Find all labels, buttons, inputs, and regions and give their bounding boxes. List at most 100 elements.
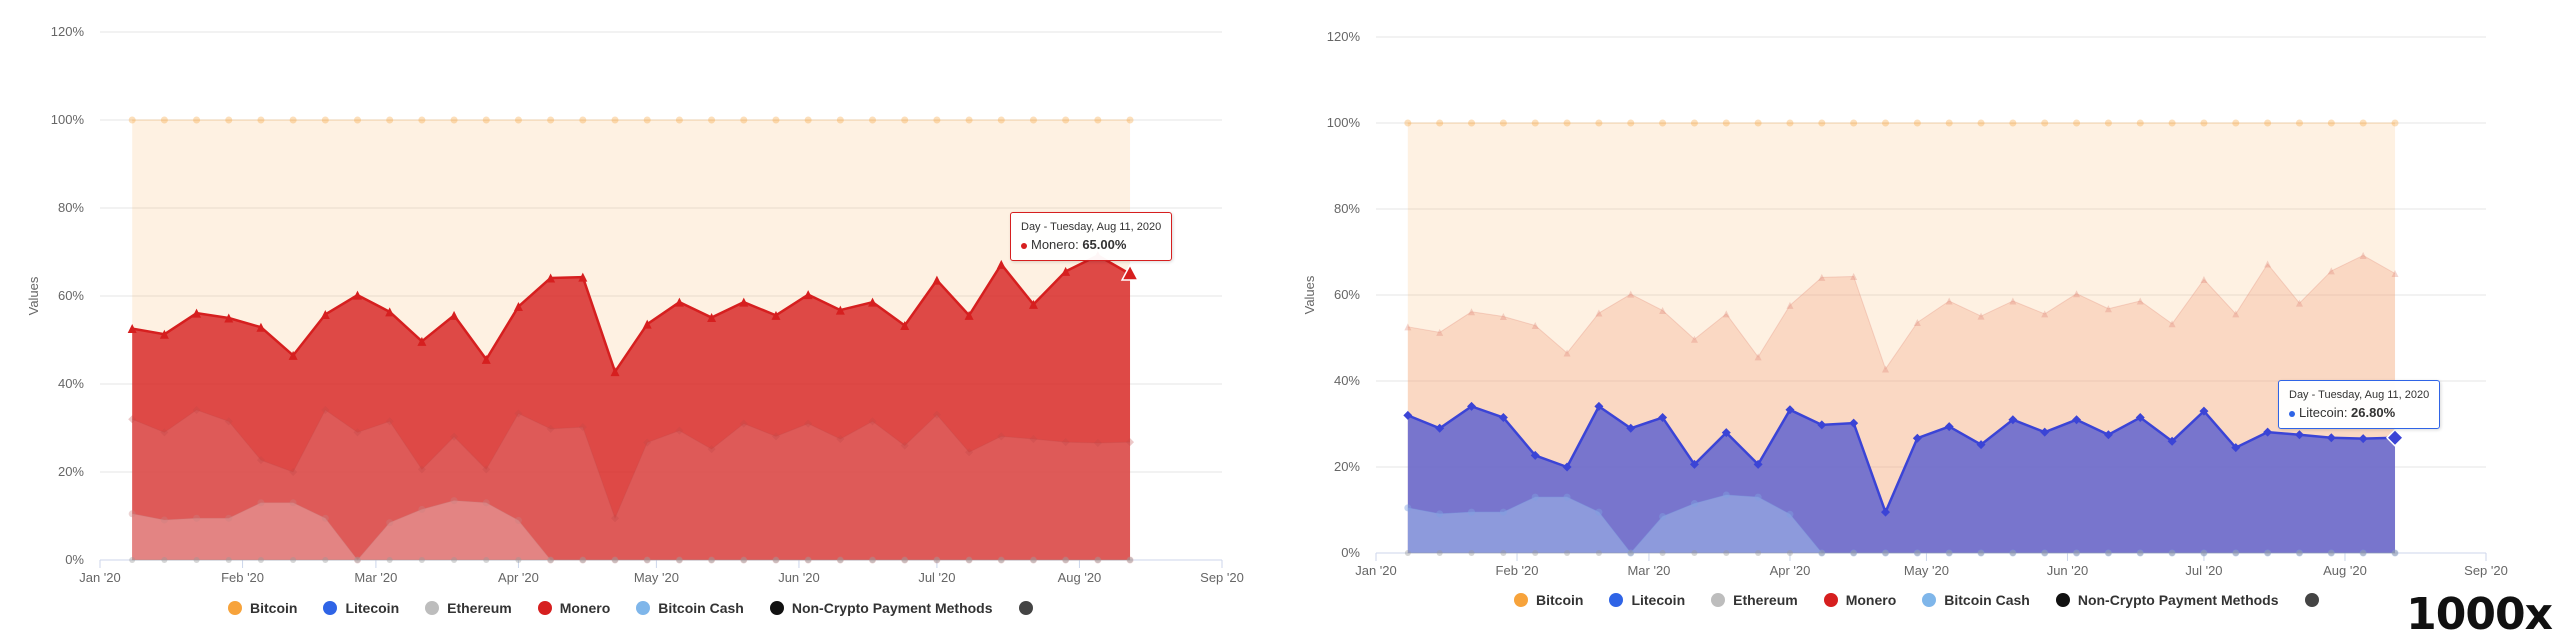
- legend-item-non-crypto[interactable]: Non-Crypto Payment Methods: [2055, 592, 2279, 608]
- data-point: [675, 116, 683, 124]
- legend-item-other[interactable]: [1018, 601, 1033, 615]
- data-point: [578, 272, 588, 282]
- data-point: [1627, 550, 1634, 556]
- data-point: [805, 557, 812, 563]
- series-bitcoin-cash: [128, 497, 1134, 564]
- data-point: [2104, 305, 2112, 313]
- data-point: [417, 336, 427, 346]
- data-point: [1126, 116, 1134, 124]
- data-point: [900, 320, 910, 330]
- data-point: [224, 417, 233, 426]
- y-tick-label: 40%: [58, 376, 84, 391]
- data-point: [1849, 418, 1859, 428]
- x-tick-label: Aug '20: [2323, 563, 2367, 578]
- data-point: [610, 367, 620, 377]
- data-point: [1627, 290, 1635, 298]
- data-point: [1818, 549, 1826, 557]
- data-point: [771, 432, 780, 441]
- data-point: [1061, 438, 1070, 447]
- data-point: [1754, 119, 1762, 127]
- data-point: [2359, 251, 2367, 259]
- data-point: [322, 557, 329, 563]
- legend-item-litecoin[interactable]: Litecoin: [323, 600, 399, 616]
- y-tick-label: 60%: [58, 288, 84, 303]
- data-point: [837, 557, 844, 563]
- y-tick-label: 80%: [58, 200, 84, 215]
- legend-item-ethereum[interactable]: Ethereum: [425, 600, 512, 616]
- data-point: [1913, 319, 1921, 327]
- data-point: [966, 557, 973, 563]
- y-axis-title: Values: [26, 276, 41, 315]
- y-tick-label: 60%: [1334, 287, 1360, 302]
- data-point: [644, 557, 651, 563]
- x-tick-label: Sep '20: [2464, 563, 2508, 578]
- data-point: [2264, 549, 2272, 557]
- data-point: [1627, 549, 1635, 557]
- tooltip-header: Day - Tuesday, Aug 11, 2020: [1021, 221, 1162, 233]
- legend-item-ethereum[interactable]: Ethereum: [1711, 592, 1798, 608]
- data-point: [386, 519, 394, 527]
- data-point: [772, 557, 779, 563]
- legend-label: Monero: [559, 600, 611, 616]
- data-point: [772, 116, 780, 124]
- tooltip-header: Day - Tuesday, Aug 11, 2020: [2289, 389, 2430, 401]
- legend-item-litecoin[interactable]: Litecoin: [1609, 592, 1685, 608]
- x-tick-label: Feb '20: [221, 570, 264, 585]
- data-point: [1976, 440, 1986, 450]
- data-point: [385, 307, 395, 317]
- data-point: [1882, 549, 1890, 557]
- data-point: [2263, 427, 2273, 437]
- data-point: [2009, 549, 2017, 557]
- data-point: [2327, 119, 2335, 127]
- data-point: [1753, 459, 1763, 469]
- data-point: [579, 556, 587, 564]
- data-point: [2169, 550, 2176, 556]
- data-point: [2200, 550, 2207, 556]
- tooltip-row: Monero: 65.00%: [1021, 237, 1161, 252]
- data-point: [1029, 556, 1037, 564]
- legend-item-other[interactable]: [2304, 593, 2319, 607]
- data-point: [418, 557, 425, 563]
- y-axis-title: Values: [1302, 275, 1317, 314]
- data-point: [2073, 550, 2080, 556]
- data-point: [1564, 550, 1571, 556]
- data-point: [1658, 413, 1668, 423]
- data-point: [740, 556, 748, 564]
- data-point: [1786, 550, 1793, 556]
- legend-item-monero[interactable]: Monero: [1823, 592, 1896, 608]
- data-point: [1094, 116, 1102, 124]
- x-tick-label: Jun '20: [778, 570, 820, 585]
- hovered-point: [1120, 263, 1140, 281]
- data-point: [1945, 297, 1953, 305]
- data-point: [2200, 549, 2208, 557]
- series-line: [1407, 405, 2396, 514]
- data-point: [1882, 365, 1890, 373]
- legend-item-bitcoin[interactable]: Bitcoin: [228, 600, 297, 616]
- data-point: [611, 514, 620, 523]
- data-point: [1093, 438, 1102, 447]
- data-point: [771, 310, 781, 320]
- data-point: [1882, 550, 1889, 556]
- data-point: [611, 556, 619, 564]
- data-point: [998, 557, 1005, 563]
- legend-marker: [636, 601, 651, 615]
- legend-item-non-crypto[interactable]: Non-Crypto Payment Methods: [769, 600, 993, 616]
- y-tick-label: 100%: [51, 112, 85, 127]
- legend-item-bitcoin-cash[interactable]: Bitcoin Cash: [1922, 592, 2030, 608]
- data-point: [386, 557, 393, 563]
- data-point: [2296, 550, 2303, 556]
- legend-item-bitcoin-cash[interactable]: Bitcoin Cash: [636, 600, 744, 616]
- data-point: [2200, 276, 2208, 284]
- data-point: [1436, 328, 1444, 336]
- legend-item-monero[interactable]: Monero: [537, 600, 611, 616]
- data-point: [2232, 119, 2240, 127]
- series-area: [132, 500, 1131, 560]
- data-point: [2295, 299, 2303, 307]
- data-point: [932, 275, 942, 285]
- data-point: [707, 445, 716, 454]
- legend-item-bitcoin[interactable]: Bitcoin: [1514, 592, 1583, 608]
- data-point: [482, 465, 491, 474]
- x-tick-label: Feb '20: [1496, 563, 1539, 578]
- data-point: [193, 514, 201, 522]
- data-point: [1468, 308, 1476, 316]
